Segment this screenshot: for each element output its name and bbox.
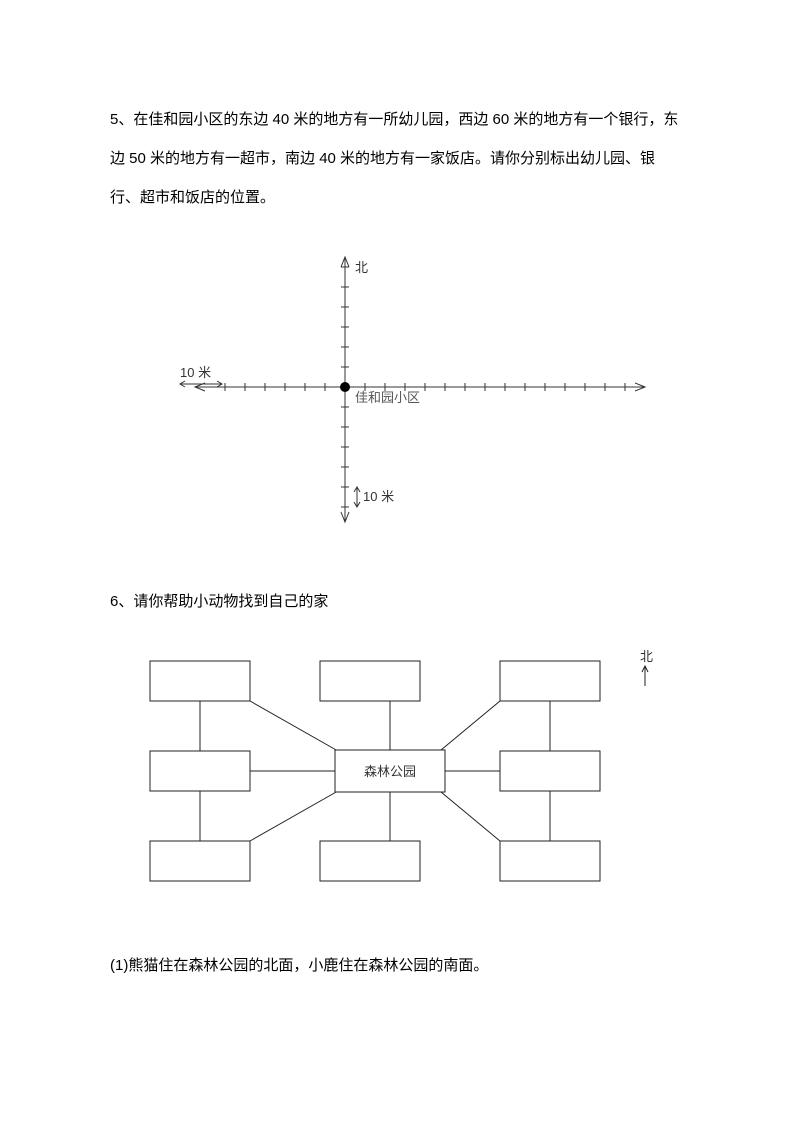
svg-text:北: 北 bbox=[640, 649, 653, 664]
coordinate-diagram: 北佳和园小区 10 米 10 米 bbox=[110, 237, 683, 542]
forest-diagram: 北森林公园 bbox=[110, 641, 683, 906]
svg-text:森林公园: 森林公园 bbox=[364, 764, 416, 779]
svg-text:佳和园小区: 佳和园小区 bbox=[355, 390, 420, 405]
question6-text: 6、请你帮助小动物找到自己的家 bbox=[110, 582, 683, 621]
question5-text: 5、在佳和园小区的东边 40 米的地方有一所幼儿园，西边 60 米的地方有一个银… bbox=[110, 100, 683, 217]
sub-question-1: (1)熊猫住在森林公园的北面，小鹿住在森林公园的南面。 bbox=[110, 946, 683, 985]
svg-text:10 米: 10 米 bbox=[180, 365, 211, 380]
svg-text:北: 北 bbox=[355, 260, 368, 275]
svg-text:10 米: 10 米 bbox=[363, 489, 394, 504]
